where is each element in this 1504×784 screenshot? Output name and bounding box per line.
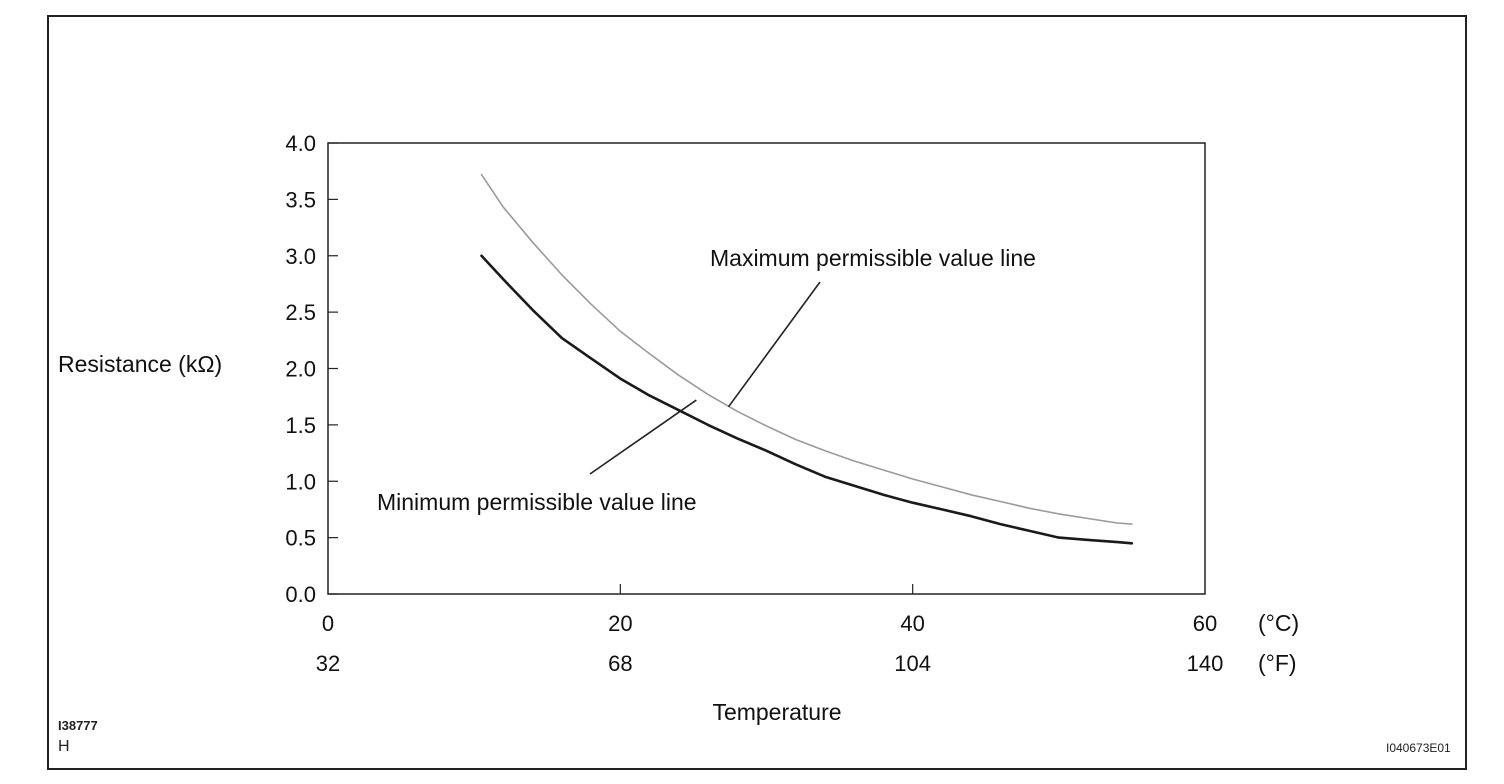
- min-callout-leader: [589, 399, 697, 475]
- y-tick-label: 2.0: [285, 357, 316, 382]
- max-callout-leader: [727, 281, 821, 408]
- series-group: [480, 173, 1134, 545]
- y-axis: 0.0 0.5 1.0 1.5 2.0 2.5 3.0 3.5 4.0: [285, 131, 338, 607]
- plot-area: [327, 142, 1206, 595]
- x-tick-label-celsius: 60: [1193, 611, 1217, 636]
- x-tick-label-celsius: 20: [608, 611, 632, 636]
- y-axis-label: Resistance (kΩ): [58, 351, 222, 377]
- x-tick-label-fahrenheit: 32: [316, 651, 340, 676]
- figure-frame: [47, 15, 1467, 770]
- x-axis-label: Temperature: [712, 699, 841, 725]
- y-tick-label: 0.0: [285, 582, 316, 607]
- y-tick-label: 0.5: [285, 526, 316, 551]
- x-tick-label-celsius: 0: [322, 611, 334, 636]
- x-axis: 0 32 20 68 40 104 60 140: [316, 584, 1224, 676]
- figure-code-left: I38777: [58, 718, 98, 733]
- max-permissible-line: [480, 173, 1133, 525]
- y-tick-label: 2.5: [285, 300, 316, 325]
- figure-code-right: I040673E01: [1386, 741, 1451, 755]
- x-tick-label-fahrenheit: 140: [1187, 651, 1224, 676]
- y-tick-label: 3.0: [285, 244, 316, 269]
- max-series-label: Maximum permissible value line: [710, 245, 1036, 271]
- y-tick-label: 1.5: [285, 413, 316, 438]
- y-tick-label: 1.0: [285, 469, 316, 494]
- y-tick-label: 4.0: [285, 131, 316, 156]
- x-tick-label-fahrenheit: 68: [608, 651, 632, 676]
- x-unit-celsius: (°C): [1258, 610, 1299, 636]
- x-tick-label-celsius: 40: [900, 611, 924, 636]
- min-permissible-line: [480, 254, 1134, 545]
- x-unit-fahrenheit: (°F): [1258, 650, 1297, 676]
- min-series-label: Minimum permissible value line: [377, 489, 697, 515]
- y-tick-label: 3.5: [285, 187, 316, 212]
- callouts: Maximum permissible value line Minimum pe…: [377, 245, 1036, 515]
- x-tick-label-fahrenheit: 104: [894, 651, 931, 676]
- figure-code-left-sub: H: [58, 738, 70, 755]
